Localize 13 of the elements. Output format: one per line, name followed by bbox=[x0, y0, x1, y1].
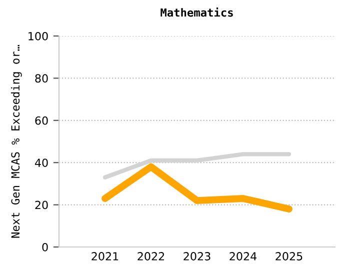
y-tick-label: 100 bbox=[28, 32, 48, 40]
y-tick-label: 20 bbox=[35, 200, 48, 210]
y-tick-label: 80 bbox=[35, 74, 48, 83]
y-tick-label: 0 bbox=[42, 242, 48, 252]
x-tick-label: 2023 bbox=[184, 252, 210, 260]
x-tick-label: 2024 bbox=[230, 252, 257, 260]
y-axis-title: Next Gen MCAS % Exceeding or… bbox=[10, 44, 22, 238]
x-tick-label: 2022 bbox=[138, 252, 164, 260]
x-tick-label: 2025 bbox=[276, 252, 302, 260]
y-tick-label: 40 bbox=[34, 158, 48, 167]
chart-title: Mathematics bbox=[160, 8, 233, 17]
y-tick-label: 60 bbox=[35, 116, 48, 125]
x-tick-label: 2021 bbox=[92, 252, 118, 260]
